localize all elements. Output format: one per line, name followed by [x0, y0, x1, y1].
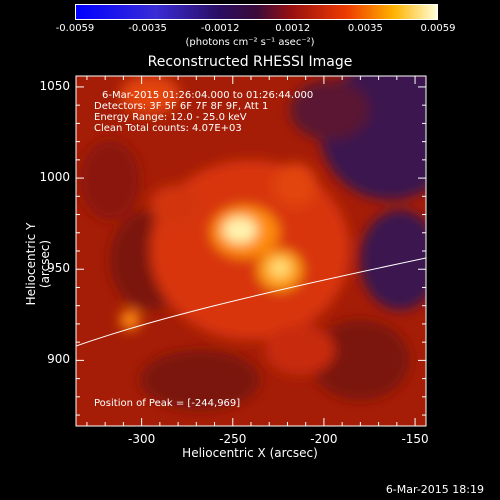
x-tick-label: -150 [401, 432, 429, 446]
y-axis-label: Heliocentric Y (arcsec) [24, 222, 52, 306]
datestamp: 6-Mar-2015 18:19 [385, 483, 484, 496]
x-axis-label: Heliocentric X (arcsec) [182, 446, 318, 460]
colorbar-tick-label: -0.0012 [200, 23, 240, 34]
colorbar-units-label: (photons cm⁻² s⁻¹ asec⁻²) [185, 37, 315, 48]
x-tick-label: -250 [219, 432, 247, 446]
peak-position-text: Position of Peak = [-244,969] [94, 398, 241, 409]
info-time-range: 6-Mar-2015 01:26:04.000 to 01:26:44.000 [102, 90, 314, 101]
axis-ticks [76, 76, 426, 426]
colorbar-tick-label: -0.0035 [128, 23, 167, 34]
colorbar-tick-label: 0.0012 [275, 23, 311, 34]
y-tick-label: 1050 [39, 78, 70, 93]
info-detectors: Detectors: 3F 5F 6F 7F 8F 9F, Att 1 [94, 101, 269, 112]
x-tick-label: -200 [310, 432, 338, 446]
image-map [76, 76, 426, 426]
y-tick-label: 950 [47, 261, 70, 276]
colorbar [75, 4, 438, 20]
colorbar-tick-label: -0.0059 [55, 23, 95, 34]
y-tick-label: 900 [47, 352, 70, 367]
x-tick-label: -300 [128, 432, 156, 446]
info-energy-range: Energy Range: 12.0 - 25.0 keV [94, 112, 247, 123]
colorbar-tick-label: 0.0059 [420, 23, 456, 34]
y-tick-label: 1000 [39, 170, 70, 185]
colorbar-tick-label: 0.0035 [347, 23, 383, 34]
plot-title: Reconstructed RHESSI Image [147, 54, 353, 70]
info-clean-counts: Clean Total counts: 4.07E+03 [94, 123, 242, 134]
solar-limb-curve [76, 257, 426, 347]
